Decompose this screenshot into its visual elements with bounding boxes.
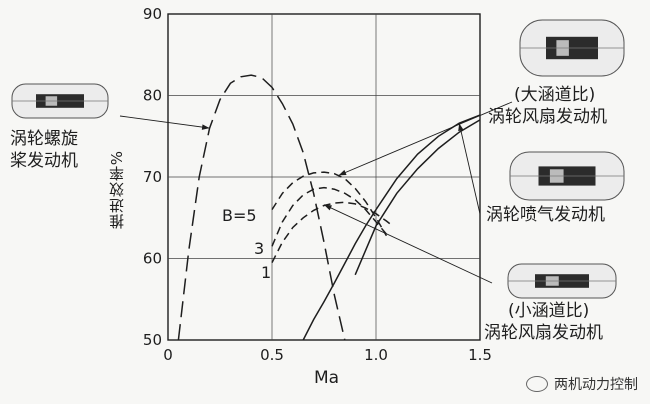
x-tick-label: 0.5 <box>260 346 284 364</box>
leader-line-2 <box>458 123 481 215</box>
y-tick-label: 80 <box>143 87 162 105</box>
wechat-icon <box>526 376 548 392</box>
series-line-5 <box>354 119 480 276</box>
leader-arrow-2 <box>458 123 464 132</box>
y-tick-label: 50 <box>143 331 162 349</box>
x-tick-label: 0 <box>163 346 173 364</box>
watermark: 两机动力控制 <box>526 374 638 394</box>
y-tick-label: 60 <box>143 250 162 268</box>
high-bypass-turbofan-sketch <box>519 19 625 77</box>
y-tick-label: 70 <box>143 168 162 186</box>
leader-line-1 <box>338 101 513 176</box>
annotation-turboprop: 涡轮螺旋 桨发动机 <box>10 129 78 171</box>
leader-line-3 <box>323 204 493 284</box>
x-tick-label: 1.5 <box>468 346 492 364</box>
leader-arrow-1 <box>338 169 347 176</box>
leader-line-0 <box>119 115 210 129</box>
series-line-1 <box>271 171 388 237</box>
low-bypass-turbofan-sketch <box>507 263 617 299</box>
y-tick-label: 90 <box>143 5 162 23</box>
leader-arrow-0 <box>201 124 210 130</box>
curve-label-b3: 3 <box>254 239 265 258</box>
annotation-turbojet: 涡轮喷气发动机 <box>486 205 605 225</box>
leader-arrow-3 <box>324 204 332 211</box>
x-tick-label: 1.0 <box>364 346 388 364</box>
series-line-4 <box>302 114 480 340</box>
annotation-high-bypass-turbofan: (大涵道比) 涡轮风扇发动机 <box>488 85 607 127</box>
turboprop-engine-sketch <box>11 83 109 119</box>
series-line-3 <box>271 201 394 263</box>
series-line-0 <box>177 74 346 340</box>
curve-label-b1: 1 <box>261 263 272 282</box>
series-line-2 <box>271 186 387 247</box>
y-axis-label: 推进效率% <box>108 150 126 230</box>
turbojet-engine-sketch <box>509 151 625 201</box>
annotation-low-bypass-turbofan: (小涵道比) 涡轮风扇发动机 <box>484 301 603 343</box>
curve-label-b5: B=5 <box>222 206 257 225</box>
x-axis-label: Ma <box>314 368 340 388</box>
